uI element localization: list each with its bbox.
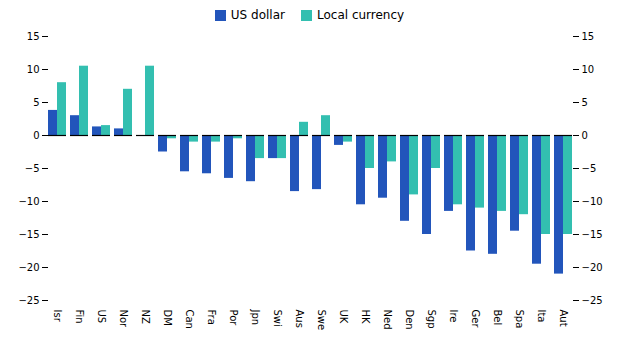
svg-text:10: 10 — [582, 64, 595, 75]
svg-text:Por: Por — [228, 310, 239, 327]
svg-text:Spa: Spa — [514, 310, 525, 329]
svg-text:Ire: Ire — [448, 310, 459, 323]
svg-text:Swi: Swi — [272, 310, 283, 327]
svg-text:−10: −10 — [582, 196, 603, 207]
svg-text:Bel: Bel — [492, 310, 503, 326]
svg-text:−15: −15 — [18, 229, 39, 240]
svg-text:Den: Den — [404, 310, 415, 330]
html-text:Local currency: Local currency — [317, 8, 405, 22]
svg-text:5: 5 — [33, 97, 39, 108]
svg-text:−25: −25 — [18, 295, 39, 306]
svg-text:Can: Can — [184, 310, 195, 329]
svg-text:15: 15 — [27, 31, 40, 42]
svg-text:Ger: Ger — [470, 310, 481, 329]
svg-text:US: US — [96, 310, 107, 324]
svg-text:15: 15 — [582, 31, 595, 42]
svg-text:NZ: NZ — [140, 310, 151, 324]
svg-text:Aus: Aus — [294, 310, 305, 328]
svg-text:5: 5 — [582, 97, 588, 108]
svg-text:HK: HK — [360, 310, 371, 325]
svg-text:−20: −20 — [582, 262, 603, 273]
svg-text:Isr: Isr — [52, 310, 63, 323]
svg-text:Aut: Aut — [558, 310, 569, 327]
svg-text:Ned: Ned — [382, 310, 393, 330]
svg-text:UK: UK — [338, 310, 349, 324]
svg-text:Sgp: Sgp — [426, 310, 437, 329]
html-text:US dollar: US dollar — [230, 8, 285, 22]
svg-text:Swe: Swe — [316, 310, 327, 331]
svg-text:−15: −15 — [582, 229, 603, 240]
svg-text:−5: −5 — [582, 163, 597, 174]
svg-text:Nor: Nor — [118, 310, 129, 329]
svg-text:Fin: Fin — [74, 310, 85, 324]
svg-text:Fra: Fra — [206, 310, 217, 325]
svg-text:−10: −10 — [18, 196, 39, 207]
svg-text:Jpn: Jpn — [250, 309, 261, 326]
svg-text:Ita: Ita — [536, 310, 547, 323]
svg-text:DM: DM — [162, 310, 173, 326]
svg-text:−25: −25 — [582, 295, 603, 306]
svg-text:−5: −5 — [25, 163, 40, 174]
svg-text:0: 0 — [33, 130, 39, 141]
svg-text:10: 10 — [27, 64, 40, 75]
svg-text:−20: −20 — [18, 262, 39, 273]
svg-text:0: 0 — [582, 130, 588, 141]
